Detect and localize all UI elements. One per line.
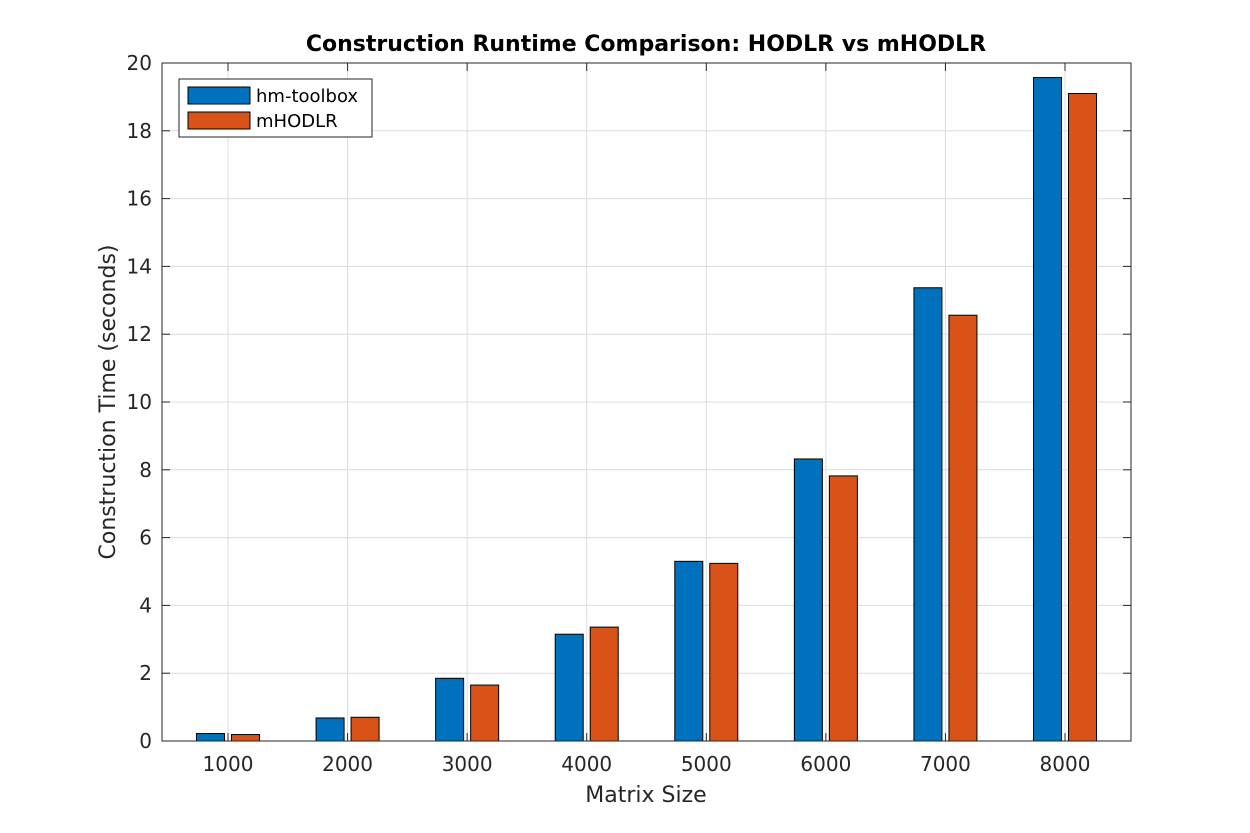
y-tick-labels: 0 2 4 6 8 10 12 14 16 18 20 [127, 51, 152, 753]
chart-title: Construction Runtime Comparison: HODLR v… [306, 32, 986, 57]
y-tick-label: 16 [127, 187, 152, 211]
y-tick-label: 14 [127, 254, 152, 278]
bar-hm-toolbox-5000 [674, 560, 704, 742]
y-tick-label: 10 [127, 390, 152, 414]
bar-mhodlr-3000 [470, 684, 500, 742]
x-tick-label: 7000 [920, 752, 971, 776]
legend-swatch-hm-toolbox [187, 86, 251, 105]
y-tick-label: 0 [139, 729, 152, 753]
x-tick-label: 4000 [561, 752, 612, 776]
legend-label-mhodlr: mHODLR [256, 111, 338, 132]
bar-hm-toolbox-2000 [315, 717, 345, 742]
legend-label-hm-toolbox: hm-toolbox [256, 86, 358, 107]
x-axis-label: Matrix Size [585, 783, 706, 808]
bar-mhodlr-8000 [1068, 93, 1097, 742]
bar-mhodlr-1000 [231, 734, 260, 742]
bar-mhodlr-7000 [948, 314, 978, 742]
x-tick-label: 8000 [1040, 752, 1091, 776]
x-tick-label: 2000 [322, 752, 373, 776]
axis-ticks [162, 62, 1131, 742]
y-tick-label: 18 [127, 119, 152, 143]
y-tick-label: 4 [139, 593, 152, 617]
x-tick-label: 1000 [203, 752, 254, 776]
bar-mhodlr-6000 [828, 475, 858, 742]
legend: hm-toolbox mHODLR [178, 78, 373, 138]
bar-hm-toolbox-4000 [554, 633, 584, 742]
y-tick-label: 12 [127, 322, 152, 346]
x-tick-label: 3000 [442, 752, 493, 776]
bar-hm-toolbox-1000 [196, 733, 225, 742]
y-tick-label: 8 [139, 458, 152, 482]
bar-hm-toolbox-3000 [435, 677, 465, 742]
bar-mhodlr-4000 [589, 626, 619, 742]
x-tick-label: 5000 [681, 752, 732, 776]
x-tick-labels: 1000 2000 3000 4000 5000 6000 7000 8000 [203, 752, 1091, 776]
x-tick-label: 6000 [800, 752, 851, 776]
y-axis-label: Construction Time (seconds) [96, 245, 121, 560]
y-tick-label: 20 [127, 51, 152, 75]
y-tick-label: 2 [139, 661, 152, 685]
bar-mhodlr-5000 [709, 562, 739, 742]
bar-hm-toolbox-8000 [1033, 77, 1062, 742]
bar-hm-toolbox-6000 [793, 458, 823, 742]
legend-swatch-mhodlr [187, 111, 251, 130]
y-tick-label: 6 [139, 526, 152, 550]
bar-mhodlr-2000 [350, 716, 380, 742]
bar-hm-toolbox-7000 [913, 287, 943, 742]
